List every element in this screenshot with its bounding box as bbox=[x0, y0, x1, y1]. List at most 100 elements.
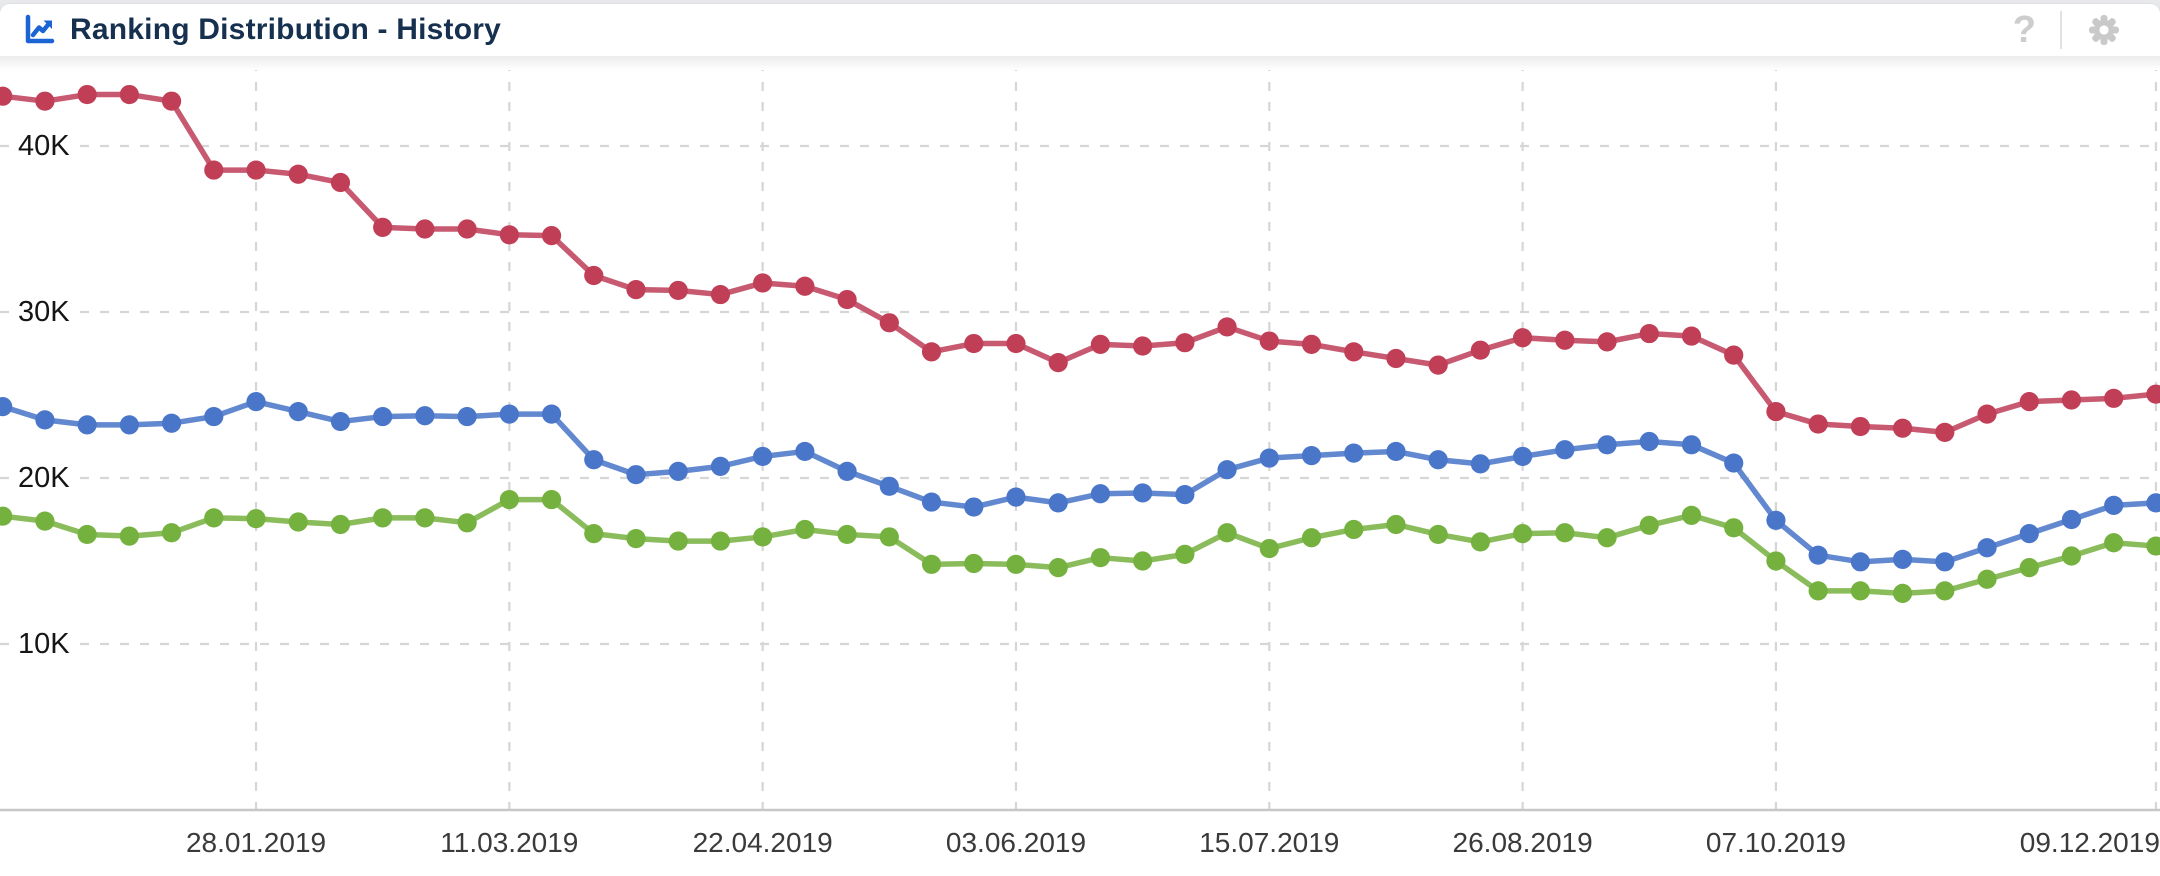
green-series-point-39[interactable] bbox=[1639, 515, 1659, 535]
green-series-point-12[interactable] bbox=[499, 489, 519, 510]
green-series-point-25[interactable] bbox=[1048, 558, 1068, 578]
green-series-point-5[interactable] bbox=[204, 508, 224, 528]
green-series-point-46[interactable] bbox=[1935, 581, 1955, 601]
blue-series-point-9[interactable] bbox=[373, 406, 393, 427]
red-series-point-20[interactable] bbox=[837, 289, 857, 310]
blue-series-point-19[interactable] bbox=[795, 441, 815, 462]
red-series-point-23[interactable] bbox=[964, 333, 984, 354]
green-series-point-26[interactable] bbox=[1090, 548, 1111, 568]
green-series-point-21[interactable] bbox=[879, 527, 899, 547]
red-series-point-49[interactable] bbox=[2061, 390, 2082, 410]
green-series-point-27[interactable] bbox=[1133, 551, 1153, 571]
blue-series-point-33[interactable] bbox=[1386, 441, 1406, 462]
red-series-point-36[interactable] bbox=[1513, 328, 1533, 348]
green-series-point-30[interactable] bbox=[1259, 538, 1279, 559]
green-series-point-6[interactable] bbox=[246, 509, 266, 529]
red-series-point-8[interactable] bbox=[330, 172, 351, 193]
help-button[interactable]: ? bbox=[2012, 9, 2036, 51]
blue-series-point-6[interactable] bbox=[246, 392, 266, 412]
red-series-point-27[interactable] bbox=[1133, 336, 1153, 356]
blue-series-point-10[interactable] bbox=[415, 406, 435, 426]
blue-series-point-5[interactable] bbox=[204, 406, 224, 427]
green-series-point-10[interactable] bbox=[415, 508, 435, 528]
green-series-point-0[interactable] bbox=[0, 506, 13, 526]
green-series-point-11[interactable] bbox=[457, 513, 477, 533]
green-series-point-24[interactable] bbox=[1006, 554, 1026, 574]
red-series-point-2[interactable] bbox=[77, 84, 97, 105]
settings-button[interactable] bbox=[2086, 12, 2122, 48]
green-series-point-31[interactable] bbox=[1301, 528, 1322, 548]
blue-series-point-27[interactable] bbox=[1133, 483, 1153, 503]
blue-series-point-40[interactable] bbox=[1681, 435, 1702, 455]
blue-series-point-38[interactable] bbox=[1597, 435, 1617, 455]
blue-series-point-0[interactable] bbox=[0, 397, 13, 417]
red-series-point-18[interactable] bbox=[753, 273, 773, 293]
green-series-point-20[interactable] bbox=[837, 524, 857, 545]
blue-series-point-23[interactable] bbox=[964, 497, 984, 517]
red-series-point-31[interactable] bbox=[1301, 334, 1322, 354]
blue-series-point-8[interactable] bbox=[330, 411, 351, 432]
blue-series-point-39[interactable] bbox=[1639, 431, 1659, 452]
green-series-point-48[interactable] bbox=[2019, 558, 2039, 578]
blue-series-point-48[interactable] bbox=[2019, 524, 2039, 544]
red-series-point-16[interactable] bbox=[668, 280, 688, 301]
red-series-point-51[interactable] bbox=[2146, 384, 2160, 404]
blue-series-point-30[interactable] bbox=[1259, 448, 1279, 468]
green-series-point-4[interactable] bbox=[161, 523, 182, 543]
green-series-point-28[interactable] bbox=[1175, 544, 1195, 564]
green-series-point-8[interactable] bbox=[330, 514, 351, 535]
blue-series-point-35[interactable] bbox=[1470, 454, 1490, 474]
red-series-point-46[interactable] bbox=[1935, 422, 1955, 442]
red-series-point-13[interactable] bbox=[541, 226, 562, 246]
green-series-point-14[interactable] bbox=[584, 524, 604, 544]
red-series-point-4[interactable] bbox=[161, 91, 182, 111]
blue-series-point-2[interactable] bbox=[77, 415, 97, 435]
green-series-point-37[interactable] bbox=[1555, 523, 1575, 543]
green-series-point-50[interactable] bbox=[2104, 533, 2124, 553]
blue-series-point-31[interactable] bbox=[1301, 445, 1322, 466]
blue-series-point-7[interactable] bbox=[288, 402, 308, 422]
blue-series-point-22[interactable] bbox=[921, 492, 942, 512]
blue-series-point-29[interactable] bbox=[1217, 460, 1237, 480]
blue-series-point-25[interactable] bbox=[1048, 493, 1068, 513]
blue-series-point-43[interactable] bbox=[1808, 545, 1828, 565]
red-series-point-43[interactable] bbox=[1808, 414, 1828, 434]
green-series-point-1[interactable] bbox=[35, 511, 55, 531]
green-series-point-36[interactable] bbox=[1513, 524, 1533, 544]
red-series-point-1[interactable] bbox=[35, 91, 55, 111]
green-series-point-34[interactable] bbox=[1428, 524, 1448, 545]
red-series-point-47[interactable] bbox=[1977, 404, 1997, 424]
red-series-point-5[interactable] bbox=[204, 160, 224, 180]
green-series-point-2[interactable] bbox=[77, 524, 97, 545]
blue-series-point-28[interactable] bbox=[1175, 485, 1195, 505]
blue-series-point-16[interactable] bbox=[668, 461, 688, 481]
red-series-point-14[interactable] bbox=[584, 265, 604, 286]
blue-series-point-13[interactable] bbox=[541, 404, 562, 424]
red-series-point-21[interactable] bbox=[879, 313, 899, 333]
green-series-point-17[interactable] bbox=[710, 531, 731, 551]
blue-series-point-26[interactable] bbox=[1090, 484, 1111, 504]
red-series-point-12[interactable] bbox=[499, 225, 519, 245]
red-series-point-37[interactable] bbox=[1555, 330, 1575, 350]
green-series-point-16[interactable] bbox=[668, 531, 688, 551]
red-series-point-28[interactable] bbox=[1175, 333, 1195, 353]
red-series-point-35[interactable] bbox=[1470, 340, 1490, 360]
red-series-point-17[interactable] bbox=[710, 284, 731, 305]
blue-series-point-11[interactable] bbox=[457, 406, 477, 427]
blue-series-point-36[interactable] bbox=[1513, 446, 1533, 467]
green-series-point-47[interactable] bbox=[1977, 569, 1997, 589]
blue-series-point-46[interactable] bbox=[1935, 552, 1955, 572]
red-series-point-34[interactable] bbox=[1428, 355, 1448, 375]
red-series-point-15[interactable] bbox=[626, 279, 646, 300]
green-series-point-42[interactable] bbox=[1766, 551, 1786, 571]
red-series-point-0[interactable] bbox=[0, 86, 13, 106]
blue-series-point-1[interactable] bbox=[35, 410, 55, 430]
red-series-point-25[interactable] bbox=[1048, 353, 1068, 373]
green-series-point-19[interactable] bbox=[795, 519, 815, 540]
green-series-point-51[interactable] bbox=[2146, 536, 2160, 556]
red-series-point-29[interactable] bbox=[1217, 317, 1237, 337]
blue-series-point-44[interactable] bbox=[1850, 552, 1870, 572]
red-series-point-33[interactable] bbox=[1386, 348, 1406, 369]
blue-series-point-32[interactable] bbox=[1344, 443, 1364, 463]
blue-series-point-34[interactable] bbox=[1428, 450, 1448, 470]
